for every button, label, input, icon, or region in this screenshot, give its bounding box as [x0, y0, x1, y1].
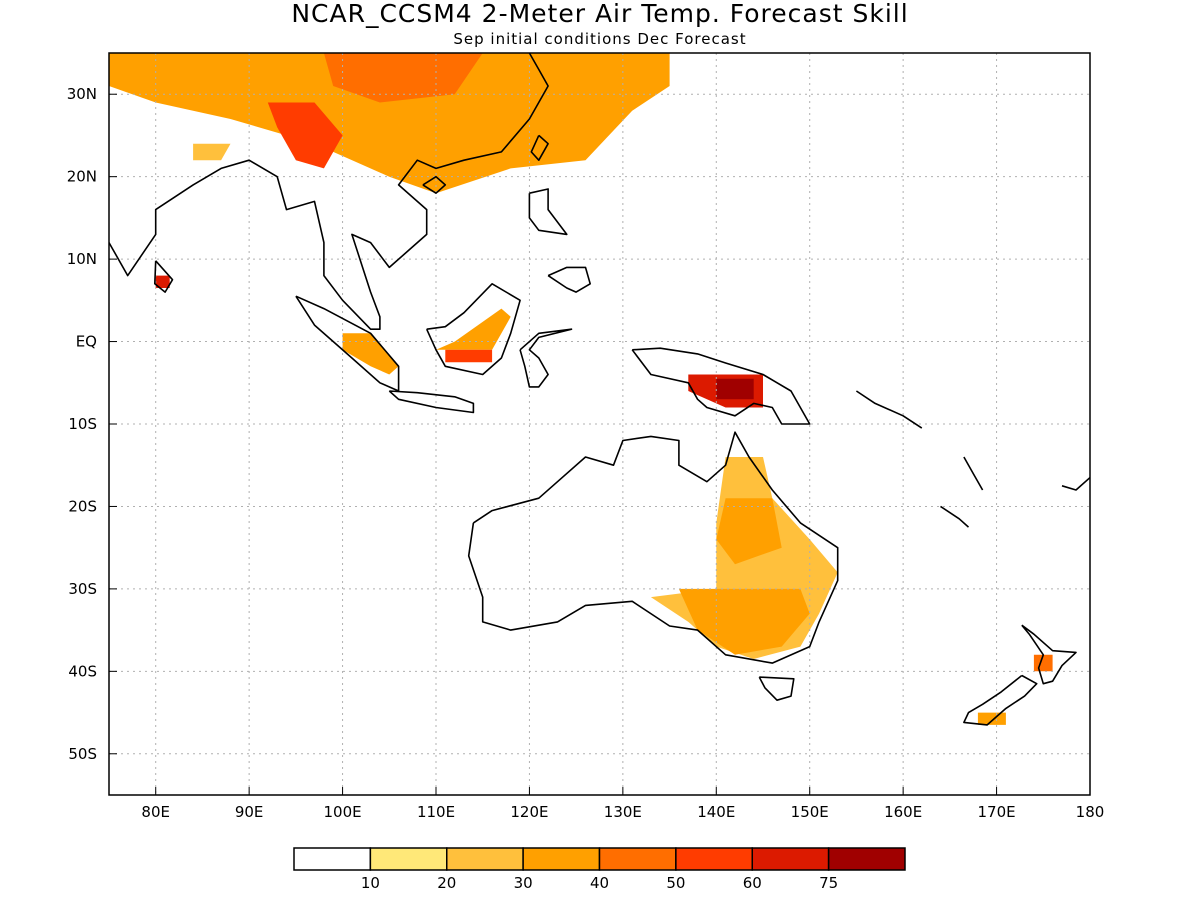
- skill-region-australia-southeast: [678, 588, 810, 655]
- coastline-nz-south-island: [963, 674, 1038, 726]
- lon-tick-label-170e: 170E: [978, 803, 1016, 821]
- lon-tick-label-80e: 80E: [141, 803, 170, 821]
- lat-tick-label-20n: 20N: [67, 168, 97, 186]
- lon-tick-label-100e: 100E: [324, 803, 362, 821]
- lon-tick-label-160e: 160E: [884, 803, 922, 821]
- colorbar-label-40: 40: [590, 874, 609, 892]
- colorbar-swatch-5: [675, 847, 753, 871]
- coastline-fiji: [1061, 477, 1090, 491]
- coastline-new-caledonia: [940, 505, 970, 528]
- colorbar-swatch-0: [293, 847, 372, 871]
- colorbar-label-10: 10: [361, 874, 380, 892]
- graticule: [109, 53, 1090, 795]
- colorbar-swatch-2: [446, 847, 524, 871]
- lat-tick-label-50s: 50S: [68, 745, 97, 763]
- coastline-sri-lanka: [154, 260, 174, 293]
- lon-tick-label-110e: 110E: [417, 803, 455, 821]
- coastline-solomon-islands: [855, 390, 923, 429]
- lon-tick-label-120e: 120E: [510, 803, 548, 821]
- coastline-sulawesi: [519, 328, 573, 388]
- skill-region-australia-central: [716, 498, 782, 565]
- coastline-layer: [109, 53, 1090, 726]
- skill-region-north-china-core: [323, 53, 483, 103]
- coastline-nz-north-island: [1021, 624, 1077, 685]
- coastline-asia-mainland: [109, 53, 549, 331]
- colorbar-swatch-6: [751, 847, 830, 871]
- colorbar-swatch-1: [369, 847, 448, 871]
- colorbar-swatch-3: [522, 847, 601, 871]
- colorbar-swatch-4: [598, 847, 677, 871]
- lon-tick-label-130e: 130E: [604, 803, 642, 821]
- coastline-philippines-luzon: [528, 188, 568, 236]
- map-title: NCAR_CCSM4 2-Meter Air Temp. Forecast Sk…: [291, 0, 909, 28]
- coastline-borneo: [425, 282, 521, 376]
- skill-region-india-north: [193, 143, 231, 161]
- skill-region-new-guinea-core: [716, 378, 754, 400]
- map-subtitle: Sep initial conditions Dec Forecast: [453, 30, 747, 48]
- lat-tick-label-10n: 10N: [67, 250, 97, 268]
- coastline-java: [388, 390, 475, 414]
- coastline-taiwan: [530, 134, 549, 161]
- lat-tick-label-40s: 40S: [68, 662, 97, 680]
- lat-tick-label-eq: EQ: [76, 333, 97, 351]
- coastline-tasmania: [758, 676, 795, 702]
- lat-tick-label-20s: 20S: [68, 497, 97, 515]
- lat-tick-label-30n: 30N: [67, 85, 97, 103]
- coastline-hainan: [422, 175, 447, 194]
- colorbar-label-75: 75: [819, 874, 838, 892]
- lon-tick-label-90e: 90E: [235, 803, 264, 821]
- lat-tick-label-30s: 30S: [68, 580, 97, 598]
- skill-region-sri-lanka: [155, 275, 170, 288]
- colorbar-label-30: 30: [514, 874, 533, 892]
- skill-shading-layer: [109, 53, 1053, 725]
- lat-tick-label-10s: 10S: [68, 415, 97, 433]
- skill-region-china: [109, 53, 670, 194]
- colorbar-label-50: 50: [666, 874, 685, 892]
- skill-region-new-zealand-south: [977, 712, 1006, 725]
- coastline-australia: [467, 431, 839, 664]
- lon-tick-label-140e: 140E: [697, 803, 735, 821]
- skill-region-borneo: [436, 308, 511, 350]
- skill-region-sumatra: [342, 333, 399, 375]
- coastline-vanuatu: [963, 456, 984, 491]
- colorbar: 10 20 30 40 50 60 75: [293, 847, 906, 892]
- skill-region-tibet-yunnan: [267, 102, 343, 169]
- lon-tick-label-180: 180: [1076, 803, 1105, 821]
- coastline-new-guinea: [631, 347, 811, 425]
- skill-region-borneo-core: [445, 349, 493, 363]
- lon-tick-label-150e: 150E: [791, 803, 829, 821]
- colorbar-label-20: 20: [437, 874, 456, 892]
- colorbar-swatch-7: [827, 847, 906, 871]
- colorbar-label-60: 60: [743, 874, 762, 892]
- coastline-philippines-mindanao: [547, 266, 592, 293]
- axis-ticks: 80E 90E 100E 110E 120E 130E 140E 150E 160E 170E 18…: [67, 85, 1105, 821]
